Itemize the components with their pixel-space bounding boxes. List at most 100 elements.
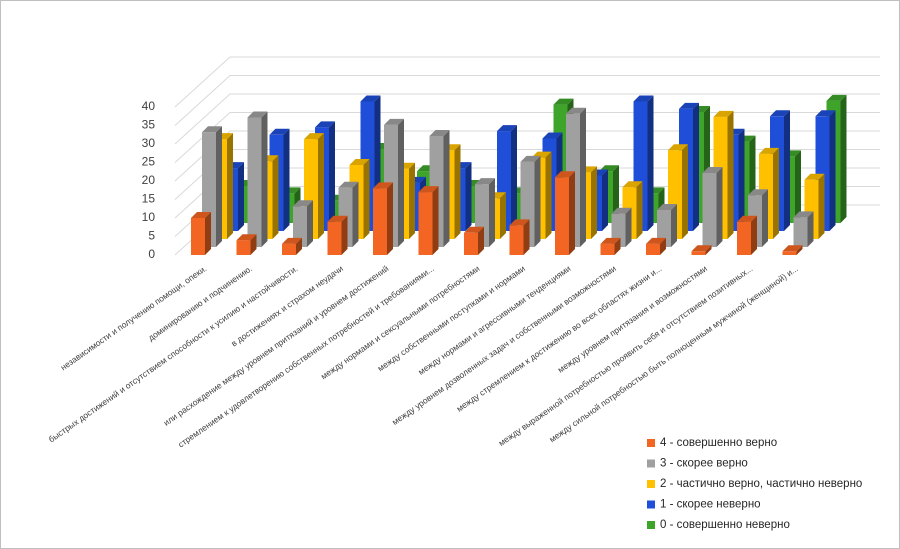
legend-label: 2 - частично верно, частично неверно — [660, 478, 862, 490]
bar-top — [293, 200, 313, 207]
bar-front — [464, 232, 478, 255]
bar-top — [782, 245, 803, 252]
bar-top — [793, 211, 814, 218]
bar-top — [713, 110, 734, 117]
bar-side — [318, 133, 324, 239]
bar-top — [668, 144, 688, 151]
bar-side — [773, 147, 779, 239]
bar — [247, 111, 268, 247]
y-tick-label: 0 — [148, 247, 155, 261]
bar-top — [497, 125, 517, 132]
bar-side — [602, 169, 608, 231]
bar-front — [793, 217, 808, 247]
y-tick-label: 10 — [142, 210, 156, 224]
bar — [691, 245, 712, 255]
bar-top — [304, 133, 324, 140]
legend-swatch — [647, 439, 655, 447]
bar-front — [702, 173, 717, 247]
bar-top — [566, 107, 586, 114]
bar-side — [205, 212, 211, 255]
bar-side — [443, 130, 450, 247]
bar-top — [315, 121, 335, 128]
grid-line — [174, 112, 880, 163]
bar-front — [782, 251, 797, 255]
grid-line — [174, 93, 880, 145]
bar-side — [545, 151, 552, 239]
bar-side — [807, 211, 814, 247]
bar-side — [716, 167, 723, 247]
legend-label: 3 - скорее верно — [660, 458, 748, 470]
bar-top — [770, 110, 790, 117]
y-tick-label: 20 — [142, 173, 156, 187]
bar-side — [341, 215, 348, 255]
bar-side — [523, 219, 530, 255]
bar-top — [702, 167, 723, 173]
bar-top — [509, 219, 530, 226]
bar — [702, 167, 723, 247]
bar-front — [191, 218, 205, 255]
bar-front — [691, 251, 706, 255]
bar-side — [272, 155, 279, 239]
bar-side — [818, 173, 825, 239]
bar-side — [329, 121, 335, 231]
bar-top — [737, 215, 757, 222]
bar-front — [418, 192, 433, 255]
bar-top — [553, 98, 574, 105]
bar — [418, 186, 439, 255]
grid-line — [174, 75, 880, 126]
bar-side — [636, 181, 643, 239]
bar-top — [622, 181, 643, 188]
bar-side — [569, 171, 575, 255]
bar-side — [489, 178, 495, 247]
bar — [236, 234, 257, 255]
legend-label: 0 - совершенно неверно — [660, 519, 790, 531]
bar-top — [327, 215, 348, 222]
bar-side — [762, 189, 768, 247]
bar-top — [269, 128, 290, 135]
bar-side — [580, 107, 586, 247]
bar-front — [646, 243, 660, 255]
bar-top — [384, 118, 404, 125]
y-tick-label: 35 — [142, 118, 156, 132]
y-tick-label: 30 — [142, 136, 156, 150]
bar-side — [296, 237, 302, 255]
bar-side — [352, 181, 359, 247]
bar-front — [600, 243, 615, 255]
bar-top — [202, 126, 222, 133]
bar-side — [795, 150, 801, 223]
legend-label: 4 - совершенно верно — [660, 437, 777, 449]
bar — [782, 245, 803, 255]
bar-side — [738, 128, 745, 231]
bar-side — [363, 159, 370, 239]
bar-side — [647, 95, 654, 231]
y-tick-label: 15 — [142, 192, 156, 206]
legend-swatch — [647, 521, 655, 529]
bar-side — [751, 215, 757, 255]
bar-top — [282, 237, 302, 244]
bar-side — [784, 110, 790, 231]
bar-side — [829, 110, 836, 231]
bar-top — [542, 132, 563, 139]
bar-top — [191, 212, 211, 218]
bar-top — [373, 182, 393, 189]
bar-side — [660, 237, 666, 255]
bar-side — [307, 200, 313, 247]
bar-top — [815, 110, 836, 117]
bar-top — [600, 237, 621, 244]
bar-side — [682, 144, 688, 239]
bar-front — [247, 117, 262, 247]
bar — [646, 237, 666, 255]
bar-top — [464, 226, 484, 233]
bar-side — [227, 133, 233, 239]
bar-front — [737, 221, 751, 255]
bar-top — [360, 95, 381, 102]
bar-top — [236, 234, 257, 241]
bar-top — [679, 102, 699, 109]
bar-top — [646, 237, 666, 244]
bar-side — [432, 186, 439, 255]
bar-top — [555, 171, 575, 178]
bar-front — [236, 240, 251, 255]
bar-top — [826, 94, 847, 101]
bar — [555, 171, 575, 255]
